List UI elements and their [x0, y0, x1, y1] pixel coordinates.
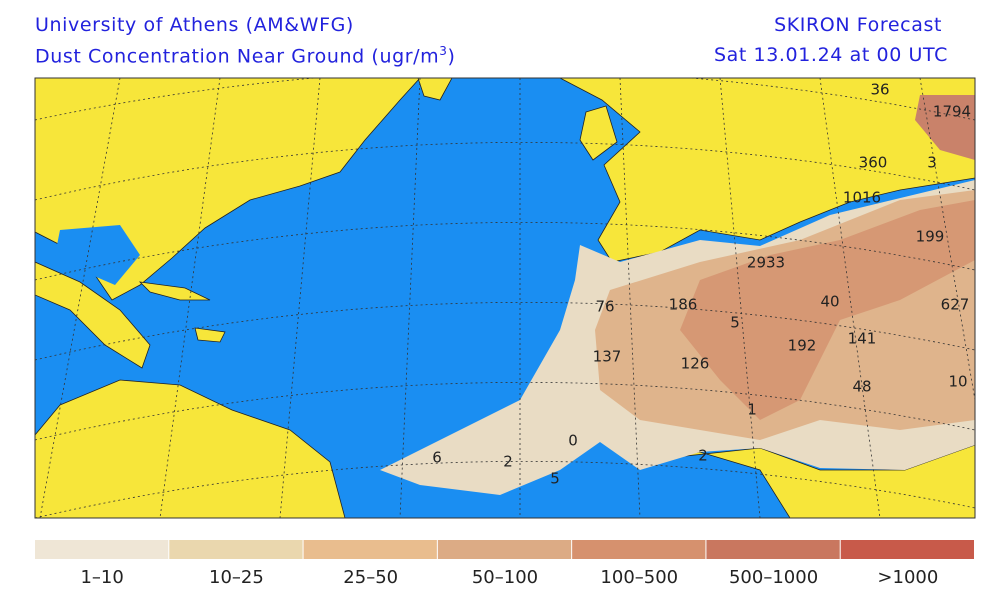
dust-value: 126 — [681, 355, 710, 373]
dust-value: 0 — [568, 432, 578, 450]
dust-value: 360 — [859, 154, 888, 172]
dust-value: 6 — [432, 449, 442, 467]
dust-value: 1794 — [933, 103, 971, 121]
legend-label: 1–10 — [80, 567, 123, 588]
dust-value: 2 — [503, 453, 513, 471]
institution: University of Athens (AM&WFG) — [35, 14, 354, 36]
gulf — [55, 225, 140, 285]
dust-value: 141 — [848, 330, 877, 348]
legend-label: 100–500 — [600, 567, 678, 588]
legend-swatch — [437, 540, 572, 559]
map-frame — [34, 77, 976, 519]
legend-swatch — [35, 540, 169, 559]
dust-value: 1 — [747, 401, 757, 419]
map-body — [35, 78, 975, 518]
dust-value: 40 — [820, 293, 839, 311]
dust-value: 199 — [916, 228, 945, 246]
legend: 1–10 10–25 25–50 50–100 100–500 500–1000 >1000 — [35, 540, 974, 588]
legend-label: 50–100 — [472, 567, 538, 588]
legend-label: 500–1000 — [729, 567, 818, 588]
dust-dark — [680, 200, 975, 420]
title-text: Dust Concentration Near Ground (ugr/m — [35, 45, 440, 68]
graticule — [35, 78, 975, 518]
dust-value: 5 — [730, 314, 740, 332]
dust-value: 192 — [788, 337, 817, 355]
dust-value: 1016 — [843, 189, 881, 207]
legend-swatch — [169, 540, 303, 559]
model: SKIRON Forecast — [774, 14, 942, 36]
legend-swatch — [303, 540, 437, 559]
dust-value: 5 — [550, 470, 560, 488]
valid-time: Sat 13.01.24 at 00 UTC — [713, 44, 948, 66]
dust-value: 76 — [595, 298, 614, 316]
legend-swatch — [840, 540, 974, 559]
legend-label: 10–25 — [209, 567, 264, 588]
dust-value: 10 — [948, 373, 967, 391]
dust-value: 36 — [870, 81, 889, 99]
dust-value: 2 — [698, 447, 708, 465]
title-end: ) — [447, 45, 456, 68]
legend-label: 25–50 — [343, 567, 398, 588]
dust-value: 3 — [927, 154, 937, 172]
dust-value: 137 — [593, 348, 622, 366]
legend-swatch — [572, 540, 706, 559]
dust-value: 186 — [669, 296, 698, 314]
dust-value: 627 — [941, 296, 970, 314]
legend-swatch — [706, 540, 840, 559]
legend-label: >1000 — [877, 567, 938, 588]
title: Dust Concentration Near Ground (ugr/m3) — [35, 44, 456, 67]
dust-value: 2933 — [747, 254, 785, 272]
dust-value: 48 — [852, 378, 871, 396]
title-sup: 3 — [439, 44, 448, 58]
